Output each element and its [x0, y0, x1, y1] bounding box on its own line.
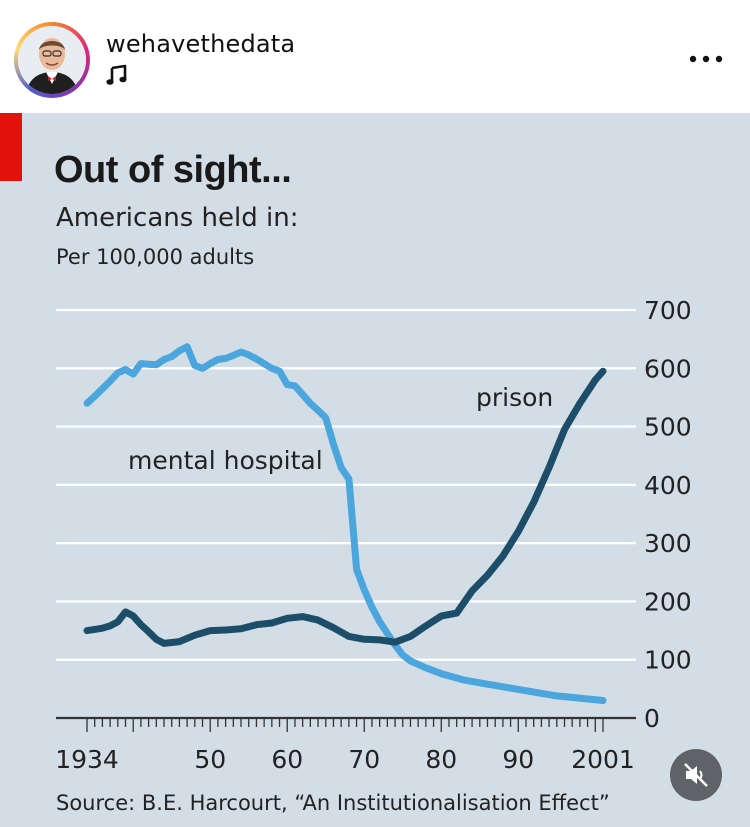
y-tick-label: 600 — [644, 354, 692, 383]
y-tick-label: 0 — [644, 704, 660, 733]
y-tick-label: 700 — [644, 296, 692, 325]
more-options-icon[interactable] — [688, 52, 724, 66]
person-portrait-icon — [18, 26, 86, 94]
x-axis: 1934 50 60 70 80 90 2001 — [55, 716, 636, 774]
chart-title: Out of sight... — [54, 149, 292, 191]
brand-red-tag — [0, 113, 22, 181]
y-axis-ticks: 0 100 200 300 400 500 600 700 — [644, 296, 692, 733]
series-line-prison — [83, 367, 607, 647]
y-tick-label: 500 — [644, 413, 692, 442]
annotation-prison: prison — [476, 383, 553, 412]
username[interactable]: wehavethedata — [106, 30, 296, 58]
line-chart: 0 100 200 300 400 500 600 700 1934 50 60 70 80 90 200… — [55, 296, 692, 774]
x-tick-label: 70 — [348, 745, 380, 774]
mute-button[interactable] — [670, 749, 722, 801]
series-lines — [83, 343, 607, 704]
chart-unit-label: Per 100,000 adults — [56, 245, 255, 269]
post-header: wehavethedata — [0, 0, 750, 113]
series-line-mental-hospital — [83, 343, 607, 704]
x-tick-label: 1934 — [55, 745, 119, 774]
y-tick-label: 200 — [644, 587, 692, 616]
music-note-icon[interactable] — [106, 64, 128, 86]
chart-panel: Out of sight... Americans held in: Per 1… — [0, 113, 750, 827]
chart-subtitle: Americans held in: — [56, 203, 299, 233]
x-tick-label: 50 — [194, 745, 226, 774]
avatar-image — [18, 26, 86, 94]
muted-speaker-icon — [684, 763, 708, 787]
x-tick-label: 90 — [502, 745, 534, 774]
x-tick-label: 2001 — [571, 745, 635, 774]
y-tick-label: 300 — [644, 529, 692, 558]
y-tick-label: 100 — [644, 646, 692, 675]
x-tick-label: 60 — [271, 745, 303, 774]
annotation-mental-hospital: mental hospital — [128, 446, 323, 475]
x-tick-label: 80 — [425, 745, 457, 774]
avatar[interactable] — [14, 22, 90, 98]
chart-source: Source: B.E. Harcourt, “An Institutional… — [56, 791, 610, 815]
y-tick-label: 400 — [644, 471, 692, 500]
